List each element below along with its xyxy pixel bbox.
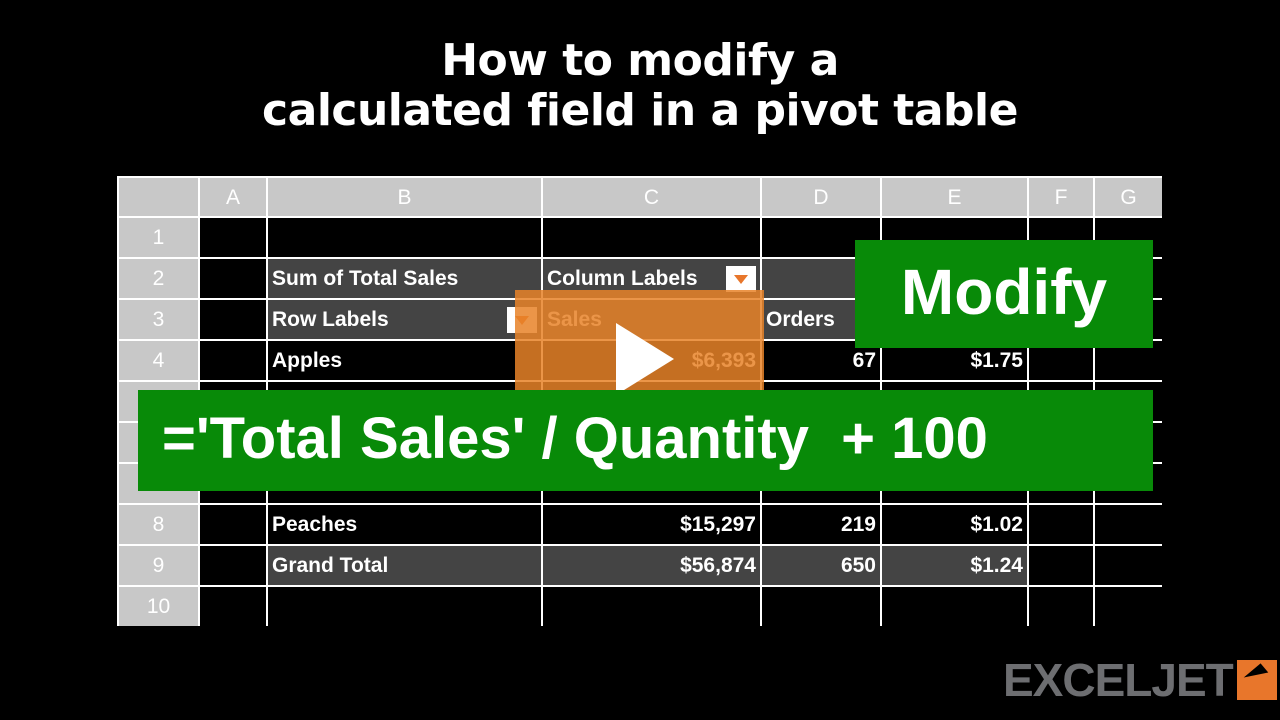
cell-a10[interactable] xyxy=(200,587,266,626)
play-icon xyxy=(616,323,674,395)
cell-e9[interactable]: $1.24 xyxy=(882,546,1027,585)
cell-d4[interactable]: 67 xyxy=(762,341,880,380)
exceljet-logo: EXCELJET xyxy=(1003,654,1277,706)
column-header-e[interactable]: E xyxy=(882,178,1027,216)
cell-b9[interactable]: Grand Total xyxy=(268,546,541,585)
cell-d10[interactable] xyxy=(762,587,880,626)
row-header-4[interactable]: 4 xyxy=(119,341,198,380)
cell-c10[interactable] xyxy=(543,587,760,626)
cell-c9[interactable]: $56,874 xyxy=(543,546,760,585)
cell-b1[interactable] xyxy=(268,218,541,257)
cell-b2[interactable]: Sum of Total Sales xyxy=(268,259,541,298)
cell-a3[interactable] xyxy=(200,300,266,339)
cell-b4[interactable]: Apples xyxy=(268,341,541,380)
column-header-d[interactable]: D xyxy=(762,178,880,216)
row-header-1[interactable]: 1 xyxy=(119,218,198,257)
row-header-10[interactable]: 10 xyxy=(119,587,198,626)
cell-d8[interactable]: 219 xyxy=(762,505,880,544)
cell-d9[interactable]: 650 xyxy=(762,546,880,585)
cell-f9[interactable] xyxy=(1029,546,1093,585)
cell-g9[interactable] xyxy=(1095,546,1162,585)
cell-a8[interactable] xyxy=(200,505,266,544)
cell-f10[interactable] xyxy=(1029,587,1093,626)
column-labels-filter-dropdown[interactable] xyxy=(726,266,756,292)
row-header-3[interactable]: 3 xyxy=(119,300,198,339)
cell-e8[interactable]: $1.02 xyxy=(882,505,1027,544)
select-all-corner[interactable] xyxy=(119,178,198,216)
cell-a9[interactable] xyxy=(200,546,266,585)
cell-b8[interactable]: Peaches xyxy=(268,505,541,544)
cell-b10[interactable] xyxy=(268,587,541,626)
column-header-f[interactable]: F xyxy=(1029,178,1093,216)
cell-e10[interactable] xyxy=(882,587,1027,626)
title-line-2: calculated field in a pivot table xyxy=(262,85,1018,136)
column-header-b[interactable]: B xyxy=(268,178,541,216)
cell-b3[interactable]: Row Labels xyxy=(268,300,541,339)
cell-a1[interactable] xyxy=(200,218,266,257)
cell-g10[interactable] xyxy=(1095,587,1162,626)
formula-banner: ='Total Sales' / Quantity + 100 xyxy=(138,390,1153,491)
cell-c8[interactable]: $15,297 xyxy=(543,505,760,544)
row-header-8[interactable]: 8 xyxy=(119,505,198,544)
cell-g8[interactable] xyxy=(1095,505,1162,544)
column-header-c[interactable]: C xyxy=(543,178,760,216)
logo-arrow-icon xyxy=(1236,660,1277,700)
cell-c1[interactable] xyxy=(543,218,760,257)
title-line-1: How to modify a xyxy=(441,35,839,86)
cell-a2[interactable] xyxy=(200,259,266,298)
column-header-g[interactable]: G xyxy=(1095,178,1162,216)
row-header-9[interactable]: 9 xyxy=(119,546,198,585)
cell-f8[interactable] xyxy=(1029,505,1093,544)
column-header-a[interactable]: A xyxy=(200,178,266,216)
row-header-2[interactable]: 2 xyxy=(119,259,198,298)
cell-a4[interactable] xyxy=(200,341,266,380)
modify-label: Modify xyxy=(855,240,1153,348)
logo-text: EXCELJET xyxy=(1003,654,1234,706)
